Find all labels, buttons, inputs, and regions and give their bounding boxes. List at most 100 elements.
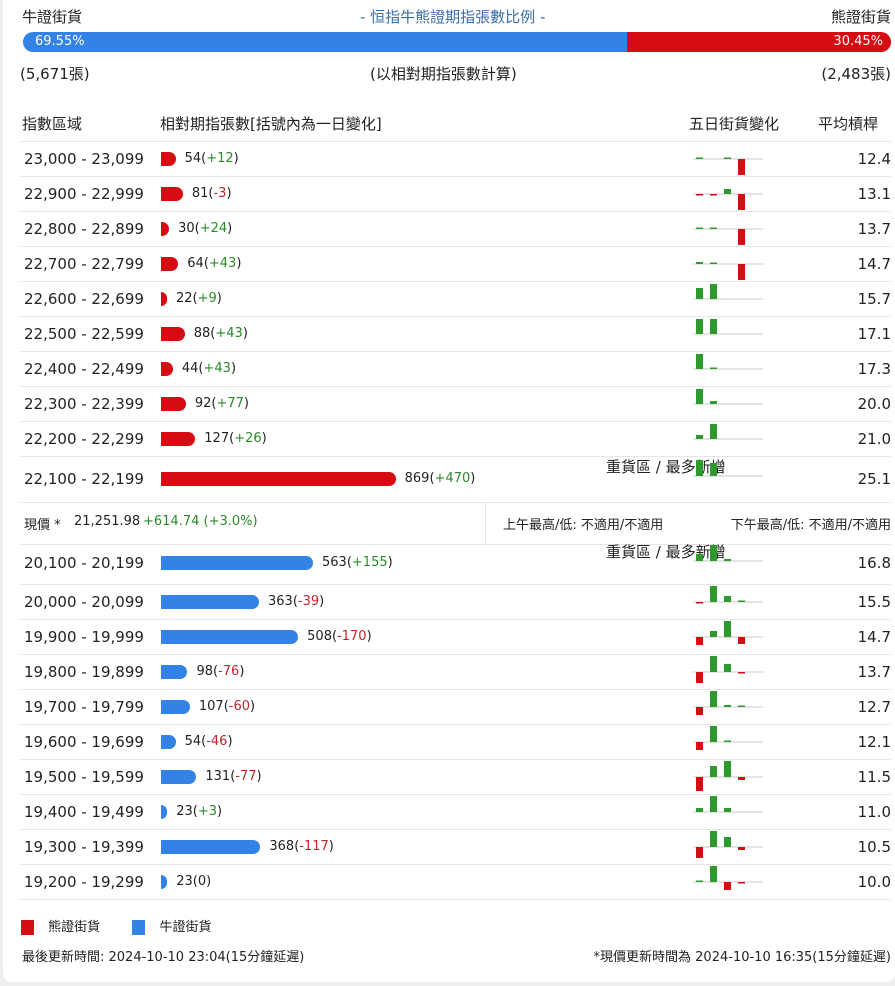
five-day-bar (710, 424, 717, 439)
avg-leverage: 16.8 (857, 554, 891, 572)
avg-leverage: 15.7 (857, 290, 891, 308)
legend: 熊證街貨 牛證街貨 (21, 916, 211, 935)
five-day-change-chart (693, 796, 763, 813)
five-day-bar (696, 319, 703, 334)
price-value: 21,251.98 (74, 514, 141, 529)
bear-legend-swatch (21, 920, 34, 935)
five-day-change-chart (693, 284, 763, 300)
table-row: 22,900 - 22,999 81(-3) 13.1 (20, 177, 891, 212)
range-label: 20,100 - 20,199 (24, 554, 144, 572)
one-day-change: +9 (197, 291, 217, 306)
avg-leverage: 12.4 (857, 150, 891, 168)
five-day-bar (724, 761, 731, 777)
one-day-change: -77 (235, 769, 257, 784)
avg-leverage: 17.3 (857, 360, 891, 378)
bear-count-bar (161, 257, 179, 271)
range-label: 19,500 - 19,599 (24, 768, 144, 786)
five-day-bar (696, 554, 703, 561)
count-value: 23(0) (176, 874, 212, 889)
col-avg: 平均槓桿 (818, 115, 879, 133)
bear-count-bar (161, 152, 176, 166)
five-day-bar (738, 672, 745, 674)
five-day-bar (696, 435, 703, 439)
range-label: 22,300 - 22,399 (24, 395, 144, 413)
count-value: 64(+43) (187, 256, 242, 271)
table-row: 22,400 - 22,499 44(+43) 17.3 (20, 352, 891, 387)
five-day-bar (724, 189, 731, 194)
heavy-zone-label: 重貨區 / 最多新增 (606, 458, 726, 476)
five-day-bar (710, 367, 717, 369)
five-day-bar (710, 262, 717, 264)
avg-leverage: 13.7 (857, 220, 891, 238)
five-day-bar (724, 808, 731, 812)
five-day-bar (696, 354, 703, 369)
avg-leverage: 15.5 (857, 593, 891, 611)
five-day-change-chart (693, 621, 763, 645)
range-label: 19,300 - 19,399 (24, 838, 144, 856)
five-day-bar (724, 559, 731, 561)
range-label: 19,200 - 19,299 (24, 873, 144, 891)
table-row: 22,200 - 22,299 127(+26) 21.0 (20, 422, 891, 457)
one-day-change: +470 (434, 471, 471, 486)
one-day-change: +12 (206, 151, 234, 166)
five-day-bar (696, 808, 703, 812)
five-day-bar (710, 691, 717, 707)
range-label: 22,700 - 22,799 (24, 255, 144, 273)
one-day-change: +43 (215, 326, 243, 341)
five-day-bar (738, 777, 745, 780)
five-day-change-chart (693, 227, 763, 245)
avg-leverage: 13.1 (857, 185, 891, 203)
five-day-bar (710, 284, 717, 299)
range-label: 20,000 - 20,099 (24, 593, 144, 611)
range-label: 22,100 - 22,199 (24, 470, 144, 488)
five-day-change-chart (693, 656, 763, 683)
table-row: 19,500 - 19,599 131(-77) 11.5 (20, 760, 891, 795)
bear-count-bar (161, 327, 185, 341)
avg-leverage: 17.1 (857, 325, 891, 343)
avg-leverage: 14.7 (857, 628, 891, 646)
range-label: 22,400 - 22,499 (24, 360, 144, 378)
bull-count-bar (161, 840, 261, 854)
range-label: 19,800 - 19,899 (24, 663, 144, 681)
five-day-change-chart (693, 424, 763, 440)
five-day-bar (738, 229, 745, 245)
five-day-bar (710, 401, 717, 404)
price-change: +614.74 (+3.0%) (143, 514, 258, 529)
five-day-bar (738, 705, 745, 707)
table-row: 22,300 - 22,399 92(+77) 20.0 (20, 387, 891, 422)
bear-legend-label: 熊證街貨 (48, 920, 101, 935)
bull-label: 牛證街貨 (22, 8, 83, 26)
bull-count-bar (161, 805, 168, 819)
avg-leverage: 10.0 (857, 873, 891, 891)
one-day-change: +24 (199, 221, 228, 236)
avg-leverage: 11.5 (857, 768, 891, 786)
five-day-bar (738, 637, 745, 644)
price-updated: *現價更新時間為 2024-10-10 16:35(15分鐘延遲) (593, 950, 891, 965)
five-day-bar (696, 847, 703, 858)
five-day-bar (696, 880, 703, 882)
five-day-bar (724, 621, 731, 637)
range-label: 19,700 - 19,799 (24, 698, 144, 716)
table-row: 22,800 - 22,899 30(+24) 13.7 (20, 212, 891, 247)
count-value: 107(-60) (198, 699, 256, 714)
one-day-change: +26 (234, 431, 262, 446)
price-row: 現價 * 21,251.98 +614.74 (+3.0%) 上午最高/低: 不… (20, 503, 891, 545)
one-day-change: -3 (213, 186, 227, 201)
five-day-bar (738, 264, 745, 280)
bear-count-bar (161, 292, 167, 306)
avg-leverage: 14.7 (857, 255, 891, 273)
bull-ratio-segment: 69.55% (23, 32, 627, 52)
table-row: 20,000 - 20,099 363(-39) 15.5 (20, 585, 891, 620)
count-value: 98(-76) (196, 664, 245, 679)
count-value: 131(-77) (205, 769, 262, 784)
five-day-change-chart (693, 157, 763, 175)
ratio-note: (以相對期指張數計算) (370, 65, 517, 83)
table-row: 19,300 - 19,399 368(-117) 10.5 (20, 830, 891, 865)
five-day-bar (696, 288, 703, 299)
five-day-change-chart (693, 460, 763, 477)
bull-legend-swatch (132, 920, 146, 935)
baseline (693, 298, 763, 300)
avg-leverage: 12.1 (857, 733, 891, 751)
table-row: 19,200 - 19,299 23(0) 10.0 (20, 865, 891, 900)
one-day-change: 0 (197, 874, 207, 889)
